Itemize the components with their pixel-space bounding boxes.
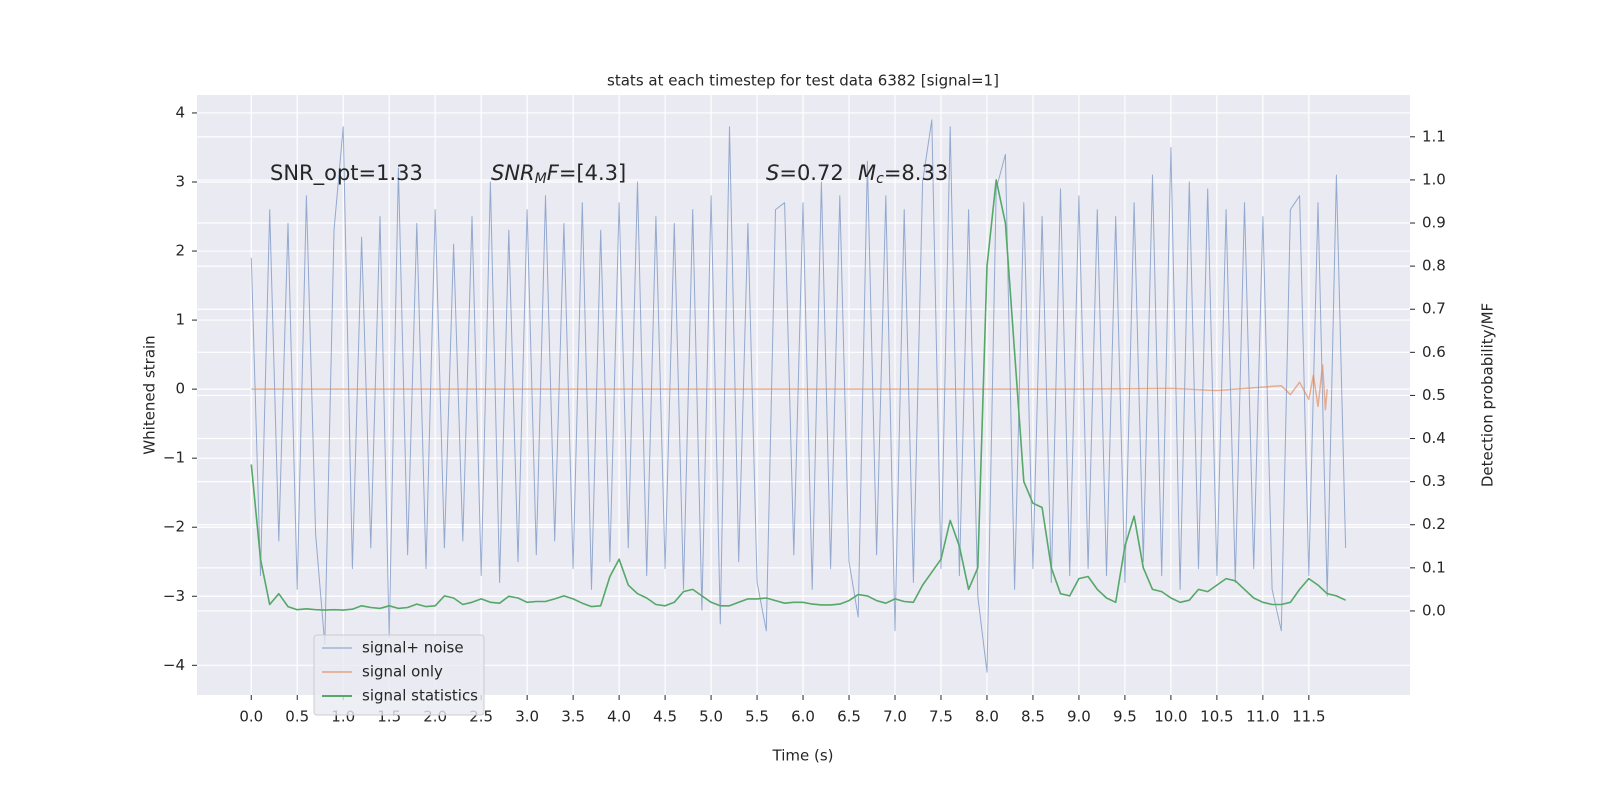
- x-tick-label: 5.0: [699, 708, 723, 726]
- y-tick-label: 3: [175, 172, 185, 190]
- annotation-part: M: [858, 161, 876, 185]
- annotation-part: =8.33: [884, 161, 948, 185]
- y-tick-label: −3: [163, 587, 185, 605]
- annotation: SNRMF=[4.3]: [491, 161, 626, 187]
- y-tick-label: −1: [163, 449, 185, 467]
- annotation-part: SNR: [491, 161, 535, 185]
- annotation-part: S: [766, 161, 779, 185]
- x-tick-label: 11.5: [1292, 708, 1325, 726]
- y2-tick-label: 0.9: [1422, 214, 1446, 232]
- x-tick-label: 4.5: [653, 708, 677, 726]
- x-tick-label: 7.0: [883, 708, 907, 726]
- annotation: Mc=8.33: [858, 161, 948, 187]
- x-tick-label: 0.5: [285, 708, 309, 726]
- x-tick-label: 11.0: [1246, 708, 1279, 726]
- x-tick-label: 10.0: [1154, 708, 1187, 726]
- y-tick-label: 0: [175, 380, 185, 398]
- x-tick-label: 3.0: [515, 708, 539, 726]
- y-tick-label: 2: [175, 242, 185, 260]
- annotation-part: SNR_opt=1.33: [270, 161, 423, 186]
- y2-tick-label: 0.6: [1422, 343, 1446, 361]
- annotation-part: c: [876, 171, 884, 187]
- x-tick-label: 0.0: [239, 708, 263, 726]
- annotation: SNR_opt=1.33: [270, 161, 423, 186]
- series-line: [251, 364, 1328, 411]
- annotation-part: M: [535, 171, 547, 187]
- annotation-part: =[4.3]: [559, 161, 626, 185]
- y2-tick-label: 0.4: [1422, 429, 1446, 447]
- annotation-part: =0.72: [779, 161, 843, 185]
- x-tick-label: 7.5: [929, 708, 953, 726]
- y2-tick-label: 0.5: [1422, 386, 1446, 404]
- legend-box: [313, 634, 485, 716]
- y-tick-label: −4: [163, 656, 185, 674]
- y2-tick-label: 0.1: [1422, 558, 1446, 576]
- chart-title: stats at each timestep for test data 638…: [607, 72, 999, 90]
- y2-tick-label: 1.1: [1422, 127, 1446, 145]
- x-tick-label: 9.0: [1067, 708, 1091, 726]
- annotation: S=0.72: [766, 161, 844, 185]
- y2-tick-label: 0.3: [1422, 472, 1446, 490]
- y-tick-label: 4: [175, 103, 185, 121]
- x-tick-label: 4.0: [607, 708, 631, 726]
- y2-tick-label: 0.0: [1422, 601, 1446, 619]
- x-tick-label: 6.0: [791, 708, 815, 726]
- y-axis-label: Whitened strain: [141, 335, 159, 454]
- y2-tick-label: 1.0: [1422, 170, 1446, 188]
- x-tick-label: 10.5: [1200, 708, 1233, 726]
- x-tick-label: 6.5: [837, 708, 861, 726]
- x-tick-label: 8.5: [1021, 708, 1045, 726]
- y2-tick-label: 0.7: [1422, 300, 1446, 318]
- annotation-part: F: [547, 161, 560, 185]
- y-tick-label: 1: [175, 311, 185, 329]
- y2-tick-label: 0.2: [1422, 515, 1446, 533]
- legend-label: signal+ noise: [362, 639, 464, 657]
- y2-axis-label: Detection probability/MF: [1479, 303, 1497, 487]
- y-tick-label: −2: [163, 518, 185, 536]
- x-tick-label: 9.5: [1113, 708, 1137, 726]
- x-tick-label: 8.0: [975, 708, 999, 726]
- series-line: [250, 119, 1347, 673]
- legend-label: signal only: [362, 663, 443, 681]
- y2-tick-label: 0.8: [1422, 257, 1446, 275]
- legend-label: signal statistics: [362, 687, 478, 705]
- x-tick-label: 5.5: [745, 708, 769, 726]
- x-tick-label: 3.5: [561, 708, 585, 726]
- x-axis-label: Time (s): [772, 747, 834, 765]
- series-line: [250, 179, 1346, 611]
